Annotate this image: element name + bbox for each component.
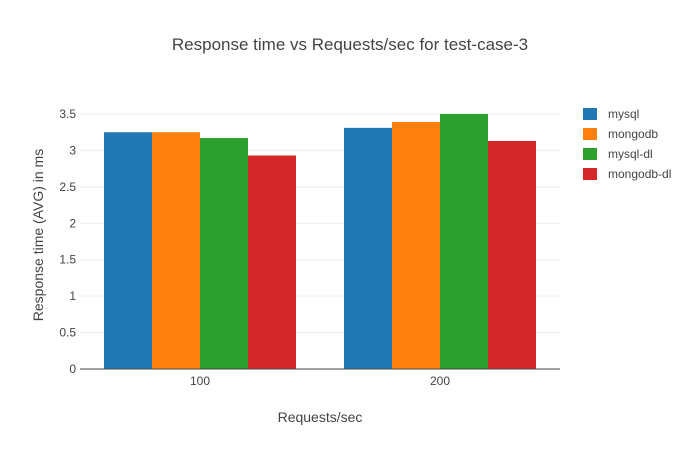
y-tick-label: 3 (69, 143, 76, 157)
legend-item-mongodb-dl[interactable]: mongodb-dl (583, 167, 671, 181)
legend-item-mysql[interactable]: mysql (583, 107, 639, 121)
y-tick-label: 3.5 (59, 107, 76, 121)
x-axis-title: Requests/sec (278, 409, 363, 425)
x-tick-label: 200 (430, 374, 450, 388)
bar-mongodb-dl-200[interactable] (488, 140, 536, 369)
legend-swatch (583, 148, 597, 160)
legend-item-mongodb[interactable]: mongodb (583, 127, 658, 141)
bar-mysql-dl-200[interactable] (440, 114, 488, 369)
y-tick-label: 2.5 (59, 180, 76, 194)
legend-label: mysql (608, 107, 639, 121)
x-tick-label: 100 (190, 374, 210, 388)
bar-mysql-100[interactable] (104, 132, 152, 369)
chart-title: Response time vs Requests/sec for test-c… (172, 35, 528, 54)
y-tick-label: 0.5 (59, 326, 76, 340)
axes: 0 0.5 1 1.5 2 2.5 3 3.5 100 200 (59, 107, 560, 388)
legend-swatch (583, 108, 597, 120)
legend-swatch (583, 168, 597, 180)
bar-mongodb-dl-100[interactable] (248, 155, 296, 369)
legend-label: mongodb (608, 127, 658, 141)
legend-swatch (583, 128, 597, 140)
legend[interactable]: mysql mongodb mysql-dl mongodb-dl (583, 107, 671, 181)
bar-mongodb-100[interactable] (152, 132, 200, 369)
legend-label: mongodb-dl (608, 167, 671, 181)
y-tick-label: 1 (69, 289, 76, 303)
bar-mysql-200[interactable] (344, 127, 392, 369)
y-tick-label: 2 (69, 216, 76, 230)
bar-mongodb-200[interactable] (392, 122, 440, 369)
y-axis-title: Response time (AVG) in ms (30, 149, 46, 321)
y-tick-label: 0 (69, 362, 76, 376)
legend-item-mysql-dl[interactable]: mysql-dl (583, 147, 653, 161)
bar-mysql-dl-100[interactable] (200, 138, 248, 369)
legend-label: mysql-dl (608, 147, 653, 161)
y-tick-label: 1.5 (59, 253, 76, 267)
bars (104, 114, 536, 369)
